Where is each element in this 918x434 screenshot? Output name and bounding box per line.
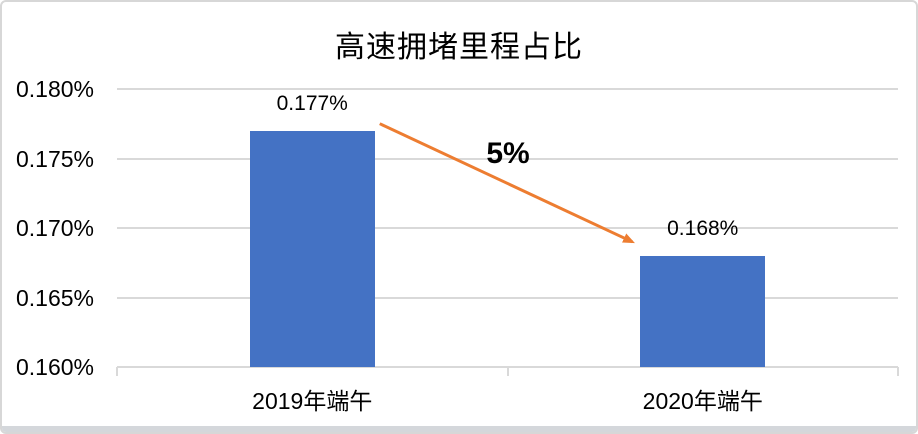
x-axis-tick bbox=[506, 367, 509, 376]
gridline bbox=[117, 227, 898, 229]
window-bottom-edge bbox=[2, 426, 916, 432]
bar-value-label-2020: 0.168% bbox=[667, 216, 739, 240]
bar-2020 bbox=[640, 255, 766, 367]
x-axis-label-2020: 2020年端午 bbox=[642, 388, 763, 414]
x-axis-label-2019: 2019年端午 bbox=[252, 388, 373, 414]
x-axis-tick bbox=[897, 367, 899, 376]
y-axis-label: 0.160% bbox=[15, 354, 94, 380]
chart-title: 高速拥堵里程占比 bbox=[335, 31, 583, 64]
bar-2019 bbox=[249, 130, 375, 367]
annotation-percent-change: 5% bbox=[486, 136, 530, 170]
plot-area: 0.177% 0.168% 5% bbox=[116, 88, 899, 376]
y-axis-label: 0.180% bbox=[15, 76, 94, 102]
y-axis: 0.180% 0.175% 0.170% 0.165% 0.160% bbox=[2, 2, 102, 432]
gridline bbox=[117, 88, 898, 90]
gridline bbox=[117, 296, 898, 299]
y-axis-label: 0.170% bbox=[15, 215, 94, 241]
y-axis-label: 0.165% bbox=[15, 284, 94, 311]
x-axis-tick bbox=[116, 367, 118, 376]
bar-value-label-2019: 0.177% bbox=[276, 91, 348, 115]
y-axis-label: 0.175% bbox=[15, 145, 94, 172]
